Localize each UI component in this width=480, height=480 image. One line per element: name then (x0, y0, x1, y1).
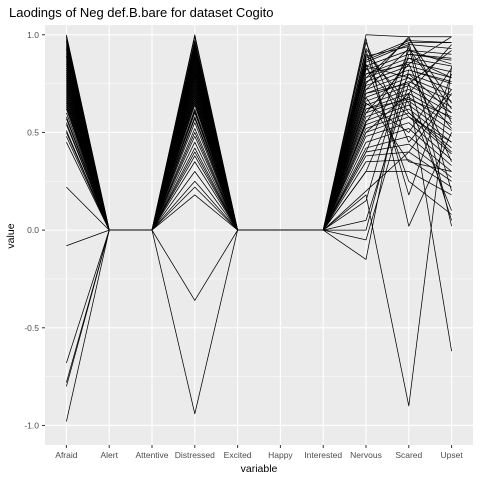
y-tick-label: 0.5 (27, 127, 39, 137)
series-lines (66, 34, 452, 422)
x-tick-label: Distressed (175, 450, 215, 460)
x-tick-label: Nervous (350, 450, 382, 460)
y-tick-label: -0.5 (24, 323, 39, 333)
plot-panel (45, 25, 473, 445)
x-tick-label: Alert (100, 450, 118, 460)
x-tick-label: Interested (304, 450, 342, 460)
chart-title: Laodings of Neg def.B.bare for dataset C… (9, 5, 274, 20)
x-axis-title: variable (241, 463, 278, 475)
y-tick-label: 0.0 (27, 225, 39, 235)
y-axis-title: value (5, 223, 17, 248)
x-tick-label: Happy (268, 450, 293, 460)
y-axis: -1.0 -0.5 0.0 0.5 1.0 (24, 30, 45, 430)
y-tick-label: 1.0 (27, 30, 39, 40)
series-line (66, 56, 452, 231)
y-tick-label: -1.0 (24, 420, 39, 430)
x-tick-label: Scared (395, 450, 422, 460)
x-tick-label: Afraid (55, 450, 77, 460)
x-tick-label: Excited (224, 450, 252, 460)
x-tick-label: Upset (440, 450, 463, 460)
x-tick-label: Attentive (135, 450, 168, 460)
x-axis: Afraid Alert Attentive Distressed Excited Hap… (55, 445, 463, 460)
